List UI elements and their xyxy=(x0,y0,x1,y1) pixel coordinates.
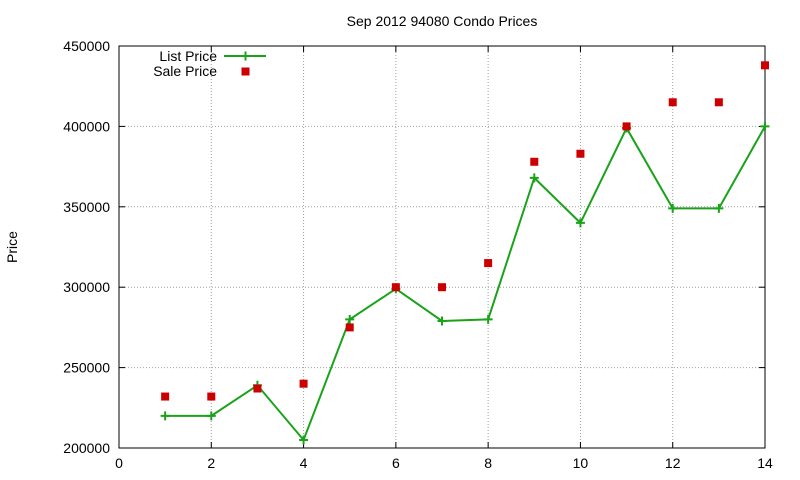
sale-price-point xyxy=(299,379,308,388)
legend-label-list-price: List Price xyxy=(159,48,217,64)
list-price-point xyxy=(437,316,447,326)
sale-price-point xyxy=(668,98,677,107)
list-price-point xyxy=(760,121,770,131)
sale-price-point xyxy=(714,98,723,107)
list-price-point xyxy=(483,314,493,324)
x-tick-label: 4 xyxy=(300,455,308,471)
x-tick-label: 2 xyxy=(207,455,215,471)
sale-price-point xyxy=(576,149,585,158)
legend: List Price Sale Price xyxy=(153,48,266,79)
y-tick-labels: 200000 250000 300000 350000 400000 450000 xyxy=(63,38,110,456)
sale-price-point xyxy=(622,122,631,131)
list-price-point xyxy=(714,203,724,213)
grid-lines xyxy=(119,46,765,448)
y-axis-label: Price xyxy=(4,231,20,263)
y-tick-label: 300000 xyxy=(63,279,110,295)
x-tick-label: 10 xyxy=(573,455,589,471)
sale-price-point xyxy=(207,392,216,401)
x-tick-label: 6 xyxy=(392,455,400,471)
series-layer xyxy=(160,61,770,445)
plot-frame xyxy=(118,45,766,449)
list-price-point xyxy=(206,411,216,421)
list-price-point xyxy=(529,173,539,183)
series-line-list-price xyxy=(165,125,766,442)
sale-price-point xyxy=(484,259,493,268)
x-tick-label: 14 xyxy=(757,455,773,471)
sale-price-point xyxy=(530,157,539,166)
axis-ticks xyxy=(118,45,766,449)
list-price-point xyxy=(160,411,170,421)
x-tick-label: 8 xyxy=(484,455,492,471)
y-tick-label: 350000 xyxy=(63,199,110,215)
list-price-point xyxy=(345,314,355,324)
sale-price-point xyxy=(161,392,170,401)
sale-price-point xyxy=(391,283,400,292)
y-tick-label: 250000 xyxy=(63,360,110,376)
x-tick-labels: 0 2 4 6 8 10 12 14 xyxy=(115,455,773,471)
y-tick-label: 450000 xyxy=(63,38,110,54)
list-price-point xyxy=(668,203,678,213)
list-price-point xyxy=(575,218,585,228)
chart-title: Sep 2012 94080 Condo Prices xyxy=(347,13,538,29)
legend-marker-sale-price xyxy=(241,67,250,76)
sale-price-point xyxy=(253,384,262,393)
list-price-point xyxy=(299,435,309,445)
legend-label-sale-price: Sale Price xyxy=(153,63,217,79)
sale-price-point xyxy=(438,283,446,292)
x-tick-label: 12 xyxy=(665,455,681,471)
sale-price-point xyxy=(761,61,769,70)
y-tick-label: 200000 xyxy=(63,440,110,456)
legend-marker-list-price xyxy=(241,51,250,61)
y-tick-label: 400000 xyxy=(63,118,110,134)
x-tick-label: 0 xyxy=(115,455,123,471)
sale-price-point xyxy=(345,323,354,332)
